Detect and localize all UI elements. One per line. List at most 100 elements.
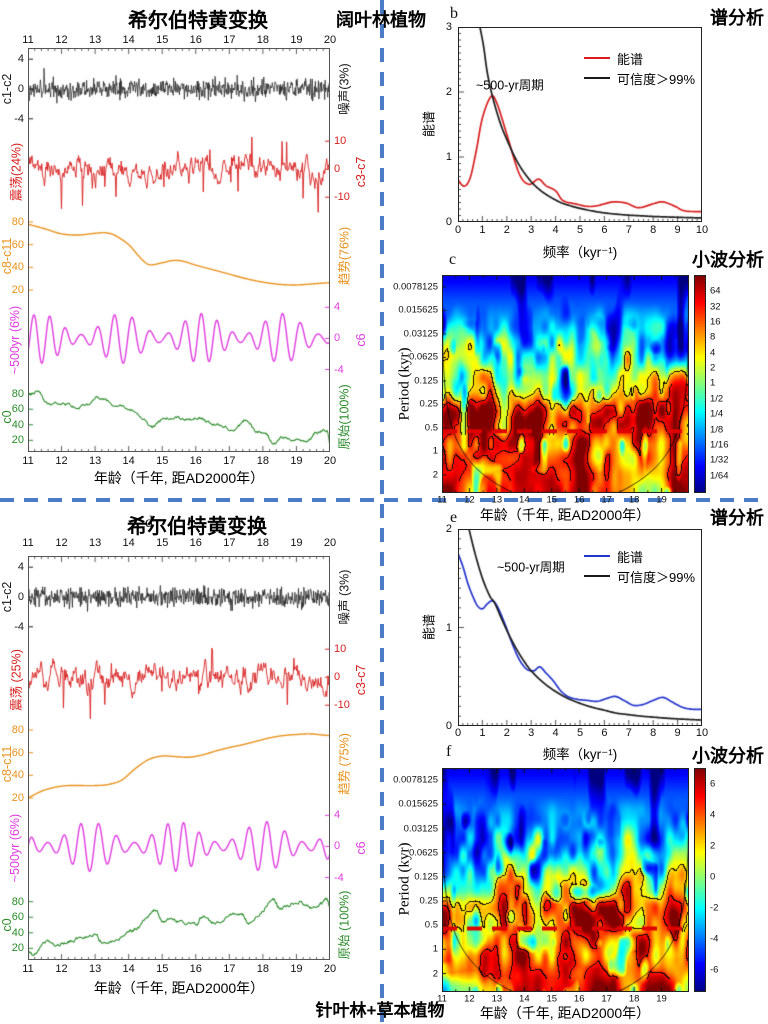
axis-tick-label: c6 (354, 841, 368, 855)
axis-tick-label: 14 (122, 34, 135, 46)
axis-tick-label: 震荡 (25%) (9, 649, 24, 711)
legend-item-power: 能谱 (584, 546, 695, 566)
axis-tick-label: 20 (11, 284, 24, 297)
axis-tick-label: 80 (11, 215, 24, 228)
axis-tick-label: 4 (552, 224, 559, 236)
axis-tick-label: 6 (601, 727, 608, 739)
panel-d-trend-trace (28, 722, 330, 806)
axis-tick-label: 0 (334, 840, 341, 853)
axis-tick-label: 1 (432, 943, 438, 955)
axis-tick-label: 4 (17, 53, 24, 66)
axis-tick-label: 1/8 (710, 424, 724, 435)
axis-tick-label: 18 (256, 963, 269, 975)
axis-tick-label: 13 (88, 537, 102, 549)
panel-e-yaxis-label: 能谱 (421, 613, 437, 641)
axis-tick-label: -4 (14, 112, 24, 125)
axis-tick-label: 12 (55, 455, 68, 467)
panel-f-yaxis-label: Period (kyr) (396, 842, 413, 916)
panel-e-corner-title: 谱分析 (710, 508, 764, 528)
axis-tick-label: 40 (11, 261, 24, 274)
axis-tick-label: 11 (22, 455, 34, 467)
axis-tick-label: 32 (710, 301, 721, 313)
axis-tick-label: 12 (55, 537, 68, 549)
axis-tick-label: 8 (710, 331, 716, 343)
axis-tick-label: 16 (189, 963, 202, 975)
axis-tick-label: -2 (710, 902, 719, 914)
panel-d-title: 希尔伯特黄变换 (127, 516, 267, 538)
panel-e-letter: e (450, 509, 458, 526)
axis-tick-label: 2 (432, 469, 438, 481)
axis-tick-label: 0.25 (419, 895, 439, 907)
axis-tick-label: 19 (290, 537, 303, 549)
axis-tick-label: 0.125 (414, 375, 438, 387)
panel-f-letter: f (446, 743, 452, 760)
axis-tick-label: 0 (454, 727, 462, 739)
axis-tick-label: 震荡(24%) (9, 142, 24, 202)
panel-b-corner-title: 谱分析 (710, 8, 764, 28)
axis-tick-label: 60 (11, 746, 24, 759)
axis-tick-label: 12 (464, 993, 475, 1005)
axis-tick-label: 17 (223, 34, 236, 46)
axis-tick-label: 0.125 (414, 871, 438, 883)
panel-f-xaxis-label: 年龄（千年, 距AD2000年） (479, 1005, 651, 1021)
axis-tick-label: ~500yr (6%) (8, 813, 22, 883)
axis-tick-label: 80 (11, 723, 24, 736)
axis-tick-label: 20 (323, 34, 337, 46)
axis-tick-label: 15 (156, 963, 169, 975)
panel-b-xaxis-label: 频率（kyr⁻¹) (542, 245, 618, 260)
panel-d-original-trace (28, 890, 330, 960)
panel-b-legend: 能谱 可信度＞99% (584, 48, 695, 88)
axis-tick-label: 1/4 (710, 408, 724, 420)
quadrant-divider-vertical (380, 0, 384, 1024)
axis-tick-label: 0.015625 (398, 304, 438, 316)
axis-tick-label: c0 (0, 410, 14, 424)
axis-tick-label: 9 (674, 727, 681, 739)
axis-tick-label: 60 (11, 238, 24, 251)
axis-tick-label: 19 (290, 455, 303, 467)
panel-f-colorbar (694, 768, 706, 992)
panel-e-spectrum-plot (458, 529, 702, 726)
axis-tick-label: 8 (650, 224, 657, 236)
axis-tick-label: c0 (0, 918, 14, 932)
axis-tick-label: 1 (710, 377, 716, 389)
axis-tick-label: 19 (656, 993, 667, 1005)
axis-tick-label: 20 (323, 963, 337, 975)
axis-tick-label: 40 (11, 418, 24, 431)
axis-tick-label: 0.0078125 (393, 281, 438, 293)
axis-tick-label: 0 (334, 332, 341, 345)
axis-tick-label: c8-c11 (0, 237, 14, 275)
axis-tick-label: 20 (323, 537, 337, 549)
legend-swatch-confidence (584, 575, 610, 577)
legend-item-power: 能谱 (584, 48, 695, 68)
axis-tick-label: 17 (223, 963, 236, 975)
panel-a-letter: a (148, 8, 156, 25)
group-label-broadleaf: 阔叶林植物 (336, 10, 426, 30)
axis-tick-label: -4 (14, 620, 24, 633)
axis-tick-label: 15 (156, 455, 169, 467)
panel-c-xaxis-label: 年龄（千年, 距AD2000年） (479, 507, 651, 523)
axis-tick-label: 0.5 (424, 919, 438, 931)
legend-item-confidence: 可信度＞99% (584, 68, 695, 88)
axis-tick-label: 13 (88, 963, 102, 975)
axis-tick-label: 19 (290, 34, 303, 46)
axis-tick-label: 10 (334, 135, 347, 148)
axis-tick-label: 1 (479, 727, 486, 739)
legend-label-confidence: 可信度＞99% (617, 569, 696, 585)
axis-tick-label: 2 (503, 224, 510, 236)
panel-d-letter: d (145, 514, 153, 531)
axis-tick-label: 2 (432, 968, 438, 979)
axis-tick-label: 4 (710, 809, 716, 821)
axis-tick-label: 20 (11, 434, 24, 447)
axis-tick-label: 0.0078125 (393, 774, 438, 786)
axis-tick-label: 4 (17, 561, 24, 574)
axis-tick-label: 2 (710, 840, 716, 852)
axis-tick-label: 16 (189, 34, 202, 46)
panel-a-noise-trace (28, 48, 330, 130)
axis-tick-label: 6 (710, 778, 716, 790)
axis-tick-label: 0.015625 (398, 798, 438, 810)
axis-tick-label: 10 (695, 224, 709, 236)
axis-tick-label: 2 (710, 362, 716, 374)
axis-tick-label: 13 (88, 34, 102, 46)
panel-e-period-annotation: ~500-yr周期 (497, 560, 565, 575)
